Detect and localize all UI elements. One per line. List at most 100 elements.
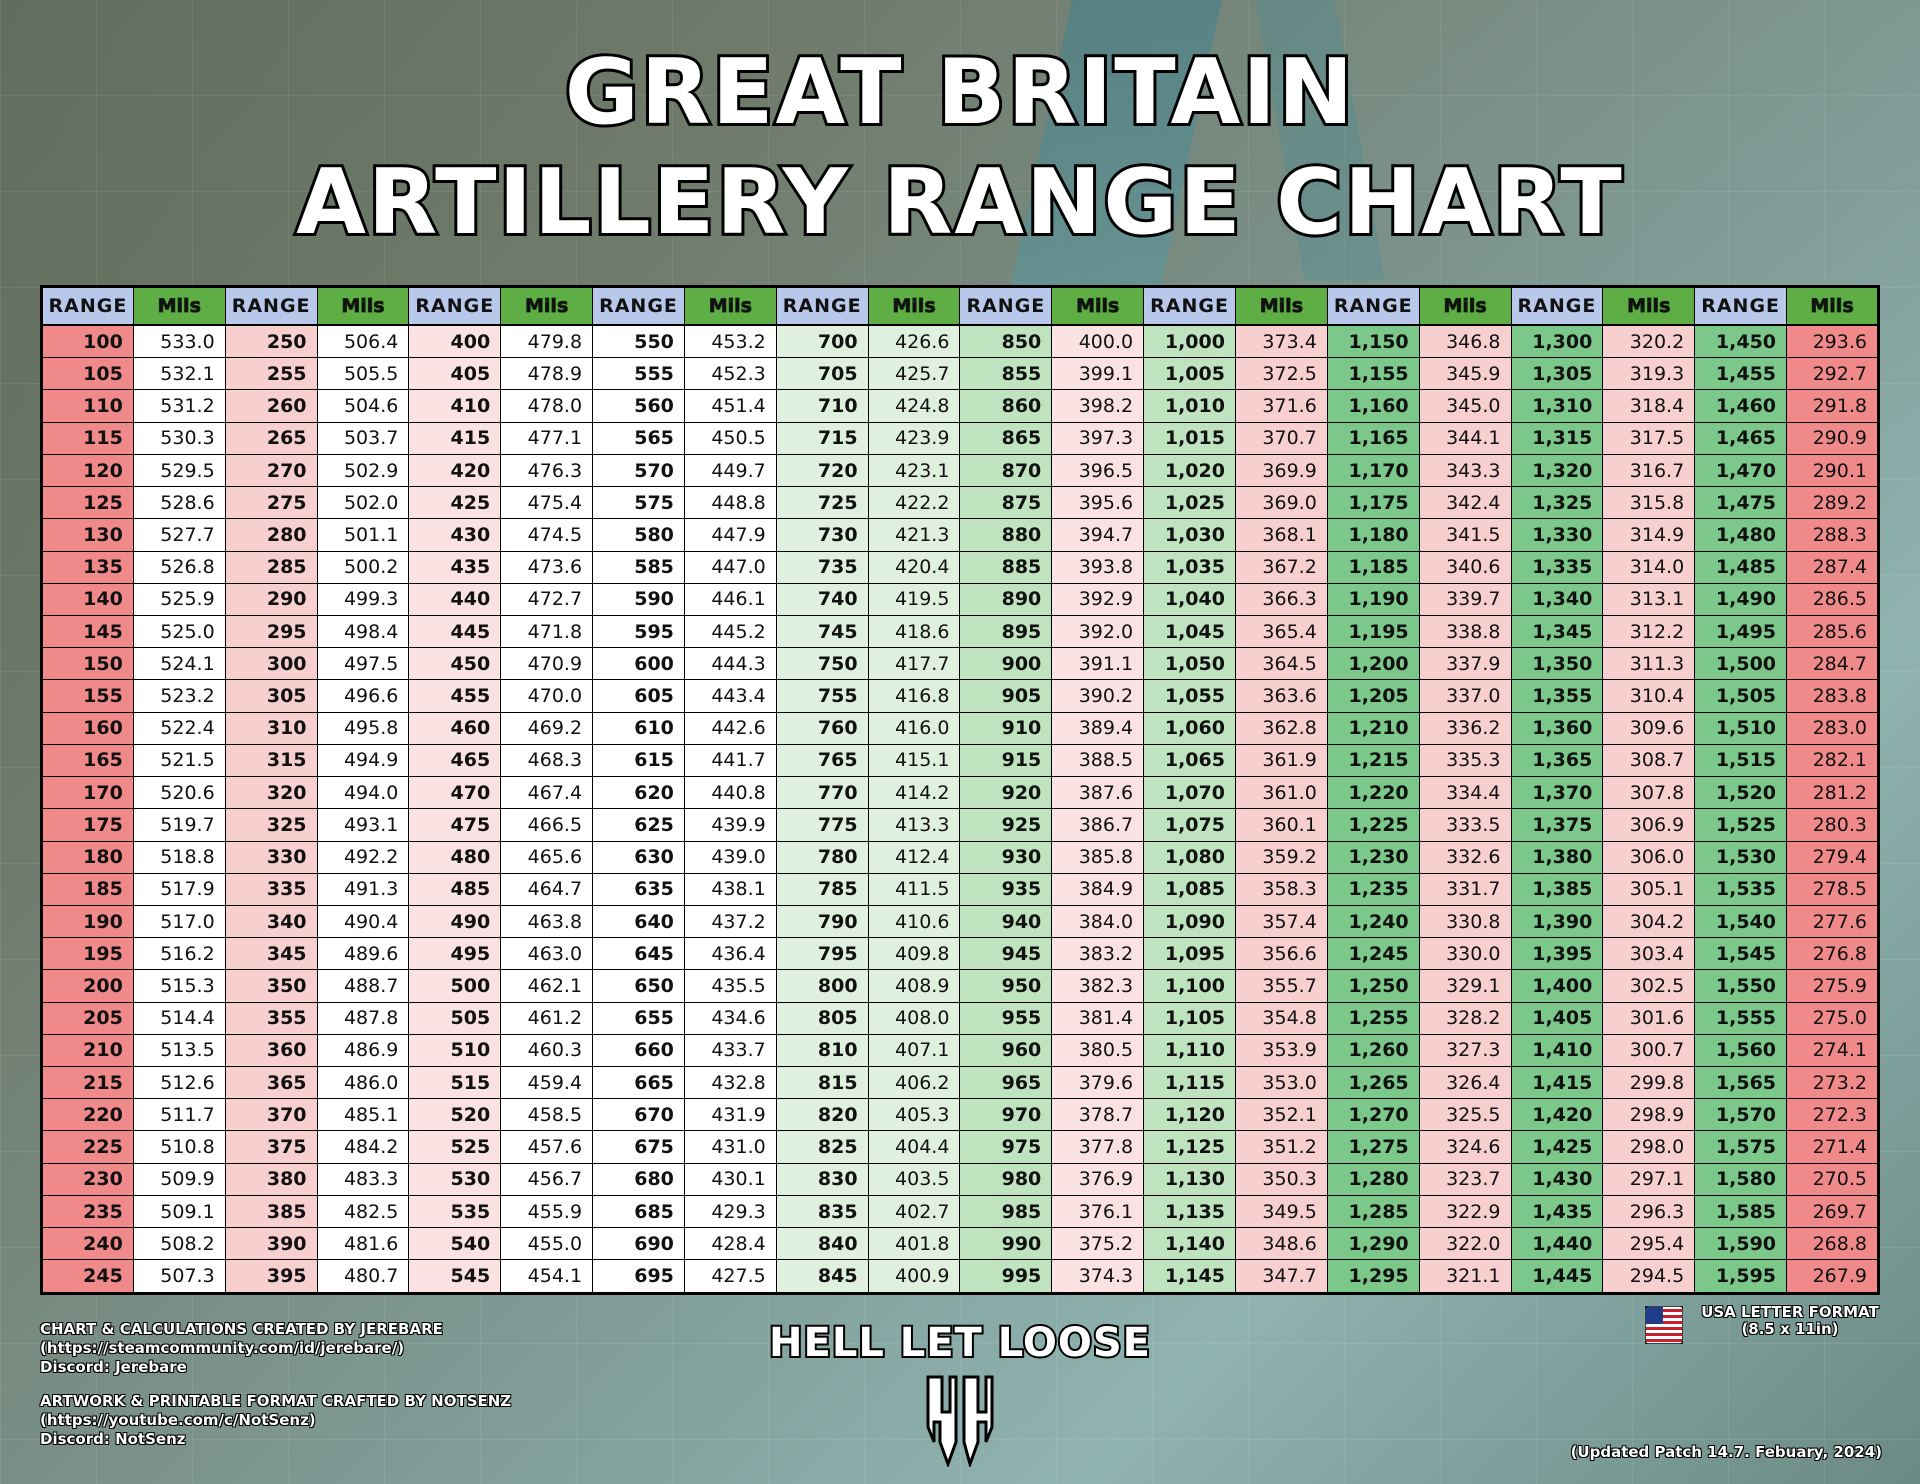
mils-cell: 273.2 — [1786, 1066, 1879, 1100]
mils-cell: 461.2 — [500, 1001, 594, 1035]
range-cell: 1,390 — [1510, 904, 1604, 939]
mils-cell: 271.4 — [1786, 1130, 1879, 1164]
range-cell: 1,020 — [1143, 453, 1236, 488]
range-cell: 1,250 — [1326, 969, 1420, 1003]
mils-cell: 469.2 — [500, 711, 594, 745]
range-cell: 475 — [408, 808, 502, 842]
range-cell: 350 — [224, 969, 318, 1003]
table-row: 245 507.3 395 480.7 545 454.1 695 427.5 845 400.9… — [41, 1259, 1879, 1294]
range-cell: 1,025 — [1143, 486, 1236, 520]
range-cell: 1,490 — [1694, 582, 1788, 616]
range-cell: 1,290 — [1326, 1227, 1420, 1261]
mils-cell: 521.5 — [132, 743, 226, 778]
range-cell: 320 — [224, 776, 318, 810]
mils-cell: 393.8 — [1051, 550, 1145, 584]
mils-column-header: Mils — [1602, 286, 1696, 326]
mils-cell: 376.9 — [1051, 1162, 1145, 1196]
mils-cell: 357.4 — [1234, 904, 1328, 939]
mils-cell: 399.1 — [1051, 357, 1145, 391]
mils-cell: 512.6 — [132, 1066, 226, 1100]
us-flag-icon — [1645, 1306, 1683, 1344]
range-cell: 990 — [959, 1227, 1053, 1261]
range-cell: 1,365 — [1510, 743, 1604, 778]
artillery-range-table: RANGE Mils RANGE Mils RANGE Mils RANGE Mils RANG… — [40, 285, 1880, 1295]
range-cell: 935 — [959, 872, 1053, 906]
mils-cell: 312.2 — [1602, 614, 1696, 649]
range-cell: 1,370 — [1510, 776, 1604, 810]
mils-cell: 498.4 — [316, 614, 410, 649]
mils-cell: 282.1 — [1786, 743, 1879, 778]
range-cell: 1,265 — [1326, 1066, 1420, 1100]
range-cell: 510 — [408, 1033, 502, 1068]
page-title-line-1: GREAT BRITAIN — [562, 37, 1356, 148]
range-cell: 1,030 — [1143, 518, 1236, 552]
mils-cell: 483.3 — [316, 1162, 410, 1196]
mils-cell: 334.4 — [1418, 776, 1512, 810]
range-cell: 330 — [224, 840, 318, 874]
game-logo: HELL LET LOOSE — [760, 1318, 1160, 1467]
mils-cell: 491.3 — [316, 872, 410, 906]
table-row: 120 529.5 270 502.9 420 476.3 570 449.7 720 423.1… — [41, 453, 1879, 488]
range-cell: 210 — [41, 1033, 134, 1068]
range-cell: 1,165 — [1326, 421, 1420, 455]
credit-chart-author-link[interactable]: (https://steamcommunity.com/id/jerebare/… — [40, 1339, 405, 1357]
mils-cell: 446.1 — [683, 582, 777, 616]
table-row: 105 532.1 255 505.5 405 478.9 555 452.3 705 425.7… — [41, 357, 1879, 391]
range-cell: 1,590 — [1694, 1227, 1788, 1261]
mils-cell: 292.7 — [1786, 357, 1879, 391]
range-cell: 215 — [41, 1066, 134, 1100]
mils-cell: 452.3 — [683, 357, 777, 391]
credit-artwork-author-link[interactable]: (https://youtube.com/c/NotSenz) — [40, 1411, 316, 1429]
range-cell: 1,595 — [1694, 1259, 1788, 1294]
mils-cell: 398.2 — [1051, 389, 1145, 423]
range-cell: 1,065 — [1143, 743, 1236, 778]
mils-cell: 331.7 — [1418, 872, 1512, 906]
range-cell: 865 — [959, 421, 1053, 455]
mils-cell: 422.2 — [867, 486, 961, 520]
mils-cell: 470.0 — [500, 679, 594, 713]
table-row: 240 508.2 390 481.6 540 455.0 690 428.4 840 401.8… — [41, 1227, 1879, 1261]
mils-column-header: Mils — [1234, 286, 1328, 326]
mils-cell: 411.5 — [867, 872, 961, 906]
range-cell: 175 — [41, 808, 134, 842]
range-cell: 120 — [41, 453, 134, 488]
range-cell: 1,480 — [1694, 518, 1788, 552]
mils-cell: 486.9 — [316, 1033, 410, 1068]
range-cell: 905 — [959, 679, 1053, 713]
credit-chart-author: CHART & CALCULATIONS CREATED BY JEREBARE — [40, 1320, 443, 1338]
range-cell: 1,040 — [1143, 582, 1236, 616]
mils-cell: 432.8 — [683, 1066, 777, 1100]
mils-cell: 308.7 — [1602, 743, 1696, 778]
range-cell: 495 — [408, 937, 502, 971]
mils-cell: 324.6 — [1418, 1130, 1512, 1164]
range-cell: 1,510 — [1694, 711, 1788, 745]
range-cell: 345 — [224, 937, 318, 971]
range-cell: 490 — [408, 904, 502, 939]
range-cell: 1,330 — [1510, 518, 1604, 552]
range-column-header: RANGE — [41, 286, 134, 326]
range-cell: 1,575 — [1694, 1130, 1788, 1164]
mils-cell: 401.8 — [867, 1227, 961, 1261]
mils-column-header: Mils — [500, 286, 594, 326]
mils-cell: 462.1 — [500, 969, 594, 1003]
range-cell: 380 — [224, 1162, 318, 1196]
range-cell: 1,095 — [1143, 937, 1236, 971]
mils-cell: 284.7 — [1786, 647, 1879, 681]
mils-cell: 424.8 — [867, 389, 961, 423]
mils-cell: 472.7 — [500, 582, 594, 616]
range-cell: 275 — [224, 486, 318, 520]
range-cell: 975 — [959, 1130, 1053, 1164]
mils-cell: 428.4 — [683, 1227, 777, 1261]
mils-cell: 346.8 — [1418, 324, 1512, 359]
table-row: 135 526.8 285 500.2 435 473.6 585 447.0 735 420.4… — [41, 550, 1879, 584]
mils-cell: 437.2 — [683, 904, 777, 939]
range-cell: 1,135 — [1143, 1194, 1236, 1229]
range-cell: 1,345 — [1510, 614, 1604, 649]
mils-cell: 509.9 — [132, 1162, 226, 1196]
table-row: 230 509.9 380 483.3 530 456.7 680 430.1 830 403.5… — [41, 1162, 1879, 1196]
mils-cell: 503.7 — [316, 421, 410, 455]
range-cell: 1,015 — [1143, 421, 1236, 455]
range-cell: 1,195 — [1326, 614, 1420, 649]
mils-cell: 389.4 — [1051, 711, 1145, 745]
format-label: USA LETTER FORMAT — [1701, 1303, 1879, 1321]
